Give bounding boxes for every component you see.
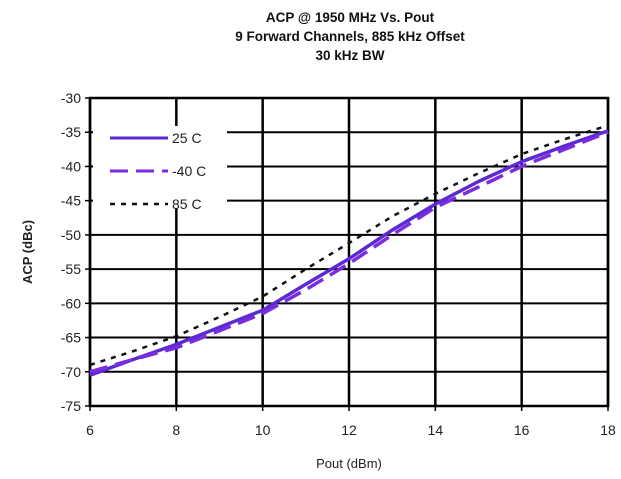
y-tick-label: -70 [61,364,81,380]
legend-label-1: 25 C [172,130,202,146]
legend-label-2: -40 C [172,163,206,179]
legend: 25 C -40 C 85 C [110,130,206,212]
y-tick-label: -35 [61,124,81,140]
chart-title-line-3: 30 kHz BW [315,48,385,63]
y-tick-label: -45 [61,193,81,209]
y-tick-label: -75 [61,398,81,414]
series-line-1 [89,129,609,377]
series-line-2 [89,130,609,374]
chart-title-line-2: 9 Forward Channels, 885 kHz Offset [235,29,465,44]
x-tick-label: 8 [172,422,180,438]
y-tick-label: -60 [61,295,81,311]
x-tick-label: 6 [86,422,94,438]
series-line-3 [89,124,609,367]
y-tick-label: -50 [61,227,81,243]
y-tick-label: -55 [61,261,81,277]
x-tick-label: 12 [341,422,357,438]
chart-title-line-1: ACP @ 1950 MHz Vs. Pout [265,10,435,25]
tick-labels: -30 -35 -40 -45 -50 -55 -60 -65 -70 -75 6 8 10 12 14 16… [61,90,616,438]
chart-title: ACP @ 1950 MHz Vs. Pout 9 Forward Channe… [80,8,620,65]
y-tick-label: -65 [61,330,81,346]
y-axis-label: ACP (dBc) [20,220,35,284]
y-tick-label: -40 [61,158,81,174]
x-tick-label: 18 [600,422,616,438]
legend-label-3: 85 C [172,196,202,212]
x-tick-label: 10 [255,422,271,438]
y-tick-label: -30 [61,90,81,106]
series-lines [89,124,609,377]
x-axis-label: Pout (dBm) [316,456,382,471]
x-tick-label: 14 [428,422,444,438]
legend-background [93,126,227,208]
x-tick-label: 16 [514,422,530,438]
